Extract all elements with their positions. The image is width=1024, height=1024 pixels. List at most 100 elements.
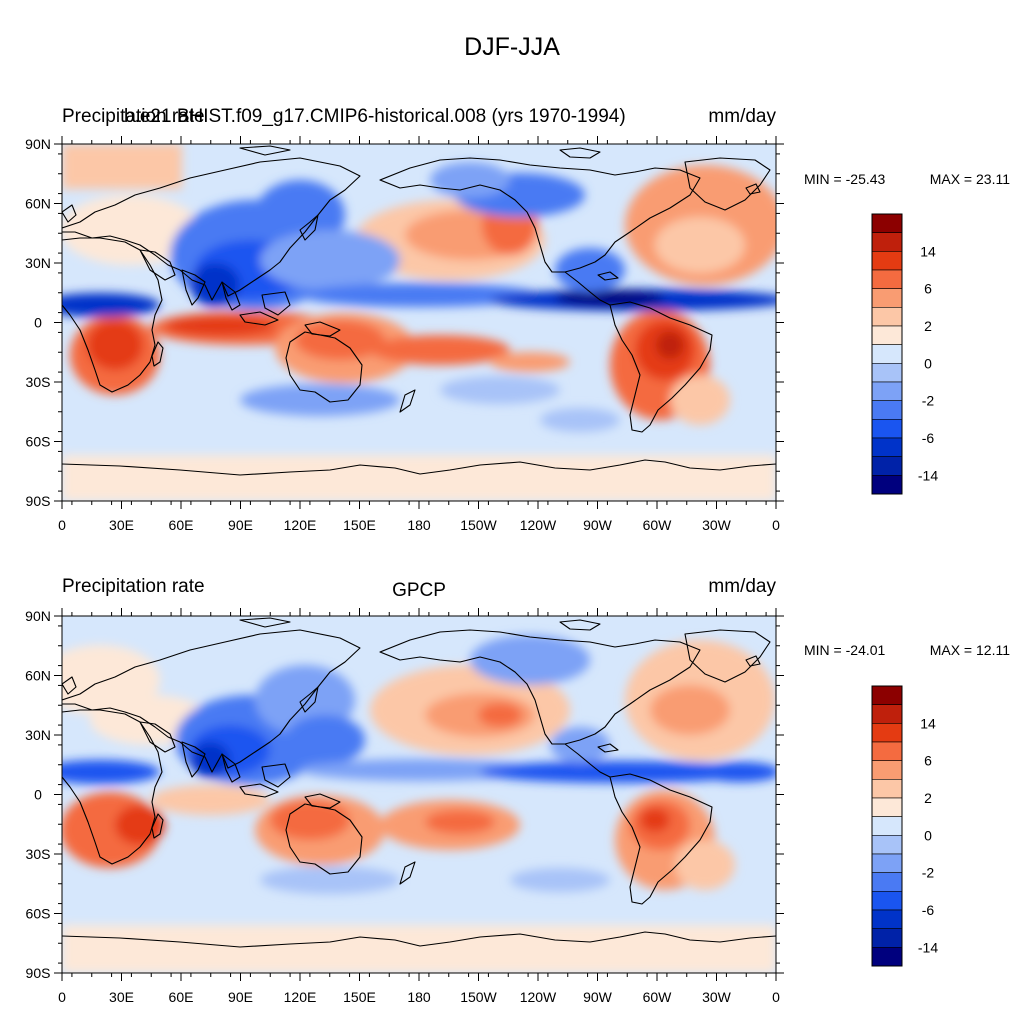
colorbar-swatch bbox=[871, 381, 903, 401]
lon-tick-label: 150E bbox=[343, 517, 376, 533]
colorbar-swatch bbox=[871, 928, 903, 948]
lon-tick-label: 60E bbox=[169, 517, 194, 533]
lon-tick-label: 90E bbox=[228, 517, 253, 533]
lon-tick-label: 0 bbox=[58, 517, 66, 533]
precip-difference-field bbox=[62, 616, 776, 973]
lon-tick-label: 0 bbox=[58, 989, 66, 1005]
colorbar-tick-label: 14 bbox=[920, 243, 936, 259]
lat-tick-label: 90S bbox=[26, 965, 51, 981]
colorbar-tick-label: -6 bbox=[922, 902, 935, 918]
lon-tick-label: 150W bbox=[460, 517, 497, 533]
coastlines bbox=[62, 145, 776, 476]
panel-variable-label: Precipitation rate bbox=[62, 576, 205, 597]
lon-tick-label: 0 bbox=[772, 517, 780, 533]
lon-tick-label: 180 bbox=[407, 989, 431, 1005]
lon-tick-label: 60W bbox=[643, 517, 673, 533]
lat-tick-label: 90S bbox=[26, 493, 51, 509]
colorbar-swatch bbox=[871, 288, 903, 308]
lon-tick-label: 120E bbox=[284, 517, 317, 533]
colorbar-swatch bbox=[871, 947, 903, 967]
precip-difference-field bbox=[62, 144, 776, 501]
lon-tick-label: 30W bbox=[702, 989, 732, 1005]
min-label: MIN = -24.01 bbox=[804, 642, 886, 658]
max-label: MAX = 12.11 bbox=[930, 642, 1011, 658]
lon-tick-label: 60E bbox=[169, 989, 194, 1005]
lat-tick-label: 30N bbox=[25, 255, 51, 271]
colorbar-swatch bbox=[871, 419, 903, 439]
colorbar-tick-label: -2 bbox=[922, 865, 935, 881]
lat-tick-label: 0 bbox=[34, 315, 42, 331]
colorbar: 14 6 2 0 -2 -6 -14 bbox=[871, 685, 938, 967]
panel-case-label: b.e21.BHIST.f09_g17.CMIP6-historical.008… bbox=[124, 106, 626, 127]
lon-tick-label: 30W bbox=[702, 517, 732, 533]
lat-tick-label: 60S bbox=[26, 434, 51, 450]
colorbar-swatch bbox=[871, 213, 903, 233]
colorbar-swatch bbox=[871, 344, 903, 364]
colorbar-swatch bbox=[871, 760, 903, 780]
colorbar-tick-label: -2 bbox=[922, 393, 935, 409]
lon-tick-label: 120W bbox=[520, 989, 557, 1005]
lon-tick-label: 30E bbox=[109, 989, 134, 1005]
colorbar-tick-label: 0 bbox=[924, 827, 932, 843]
lon-tick-label: 30E bbox=[109, 517, 134, 533]
colorbar: 14 6 2 0 -2 -6 -14 bbox=[871, 213, 938, 495]
colorbar-frame bbox=[871, 213, 903, 495]
colorbar-swatch bbox=[871, 269, 903, 289]
lon-tick-label: 120W bbox=[520, 517, 557, 533]
colorbar-swatch bbox=[871, 456, 903, 476]
colorbar-swatch bbox=[871, 475, 903, 495]
colorbar-tick-label: 2 bbox=[924, 790, 932, 806]
lon-tick-label: 90E bbox=[228, 989, 253, 1005]
colorbar-swatch bbox=[871, 685, 903, 705]
colorbar-tick-label: -14 bbox=[918, 939, 938, 955]
lat-tick-label: 0 bbox=[34, 787, 42, 803]
panel-dataset-label: GPCP bbox=[392, 580, 446, 601]
colorbar-tick-label: 0 bbox=[924, 355, 932, 371]
lat-tick-label: 30S bbox=[26, 846, 51, 862]
panel-model: Precipitation rate b.e21.BHIST.f09_g17.C… bbox=[25, 106, 1010, 533]
min-label: MIN = -25.43 bbox=[804, 171, 886, 187]
colorbar-frame bbox=[871, 685, 903, 967]
colorbar-swatch bbox=[871, 779, 903, 799]
colorbar-swatch bbox=[871, 232, 903, 252]
lon-tick-label: 90W bbox=[583, 517, 613, 533]
colorbar-tick-label: 2 bbox=[924, 318, 932, 334]
colorbar-swatch bbox=[871, 251, 903, 271]
coastlines bbox=[62, 617, 776, 948]
colorbar-swatch bbox=[871, 400, 903, 420]
lat-tick-label: 60S bbox=[26, 906, 51, 922]
colorbar-swatch bbox=[871, 835, 903, 855]
figure-title: DJF-JJA bbox=[464, 33, 560, 61]
colorbar-tick-label: 6 bbox=[924, 753, 932, 769]
max-label: MAX = 23.11 bbox=[930, 171, 1011, 187]
colorbar-swatch bbox=[871, 797, 903, 817]
colorbar-swatch bbox=[871, 741, 903, 761]
panel-observations: Precipitation rate GPCP mm/day MIN = -24… bbox=[25, 576, 1010, 1005]
colorbar-swatch bbox=[871, 853, 903, 873]
panel-variable-label: Precipitation rate bbox=[62, 106, 205, 127]
colorbar-swatch bbox=[871, 325, 903, 345]
lon-tick-label: 120E bbox=[284, 989, 317, 1005]
lat-tick-label: 30S bbox=[26, 374, 51, 390]
lat-tick-label: 90N bbox=[25, 608, 51, 624]
colorbar-swatch bbox=[871, 723, 903, 743]
lon-tick-label: 150W bbox=[460, 989, 497, 1005]
colorbar-swatch bbox=[871, 307, 903, 327]
panel-units-label: mm/day bbox=[708, 106, 776, 127]
lon-tick-label: 90W bbox=[583, 989, 613, 1005]
lon-tick-label: 150E bbox=[343, 989, 376, 1005]
axis-ticks bbox=[54, 136, 784, 509]
colorbar-swatch bbox=[871, 437, 903, 457]
colorbar-tick-label: -14 bbox=[918, 467, 938, 483]
colorbar-tick-label: 6 bbox=[924, 281, 932, 297]
colorbar-swatch bbox=[871, 872, 903, 892]
colorbar-tick-label: -6 bbox=[922, 430, 935, 446]
lon-tick-label: 0 bbox=[772, 989, 780, 1005]
panel-units-label: mm/day bbox=[708, 576, 776, 597]
colorbar-swatch bbox=[871, 704, 903, 724]
lat-tick-label: 90N bbox=[25, 136, 51, 152]
axis-ticks bbox=[54, 608, 784, 981]
colorbar-swatch bbox=[871, 909, 903, 929]
colorbar-tick-label: 14 bbox=[920, 715, 936, 731]
